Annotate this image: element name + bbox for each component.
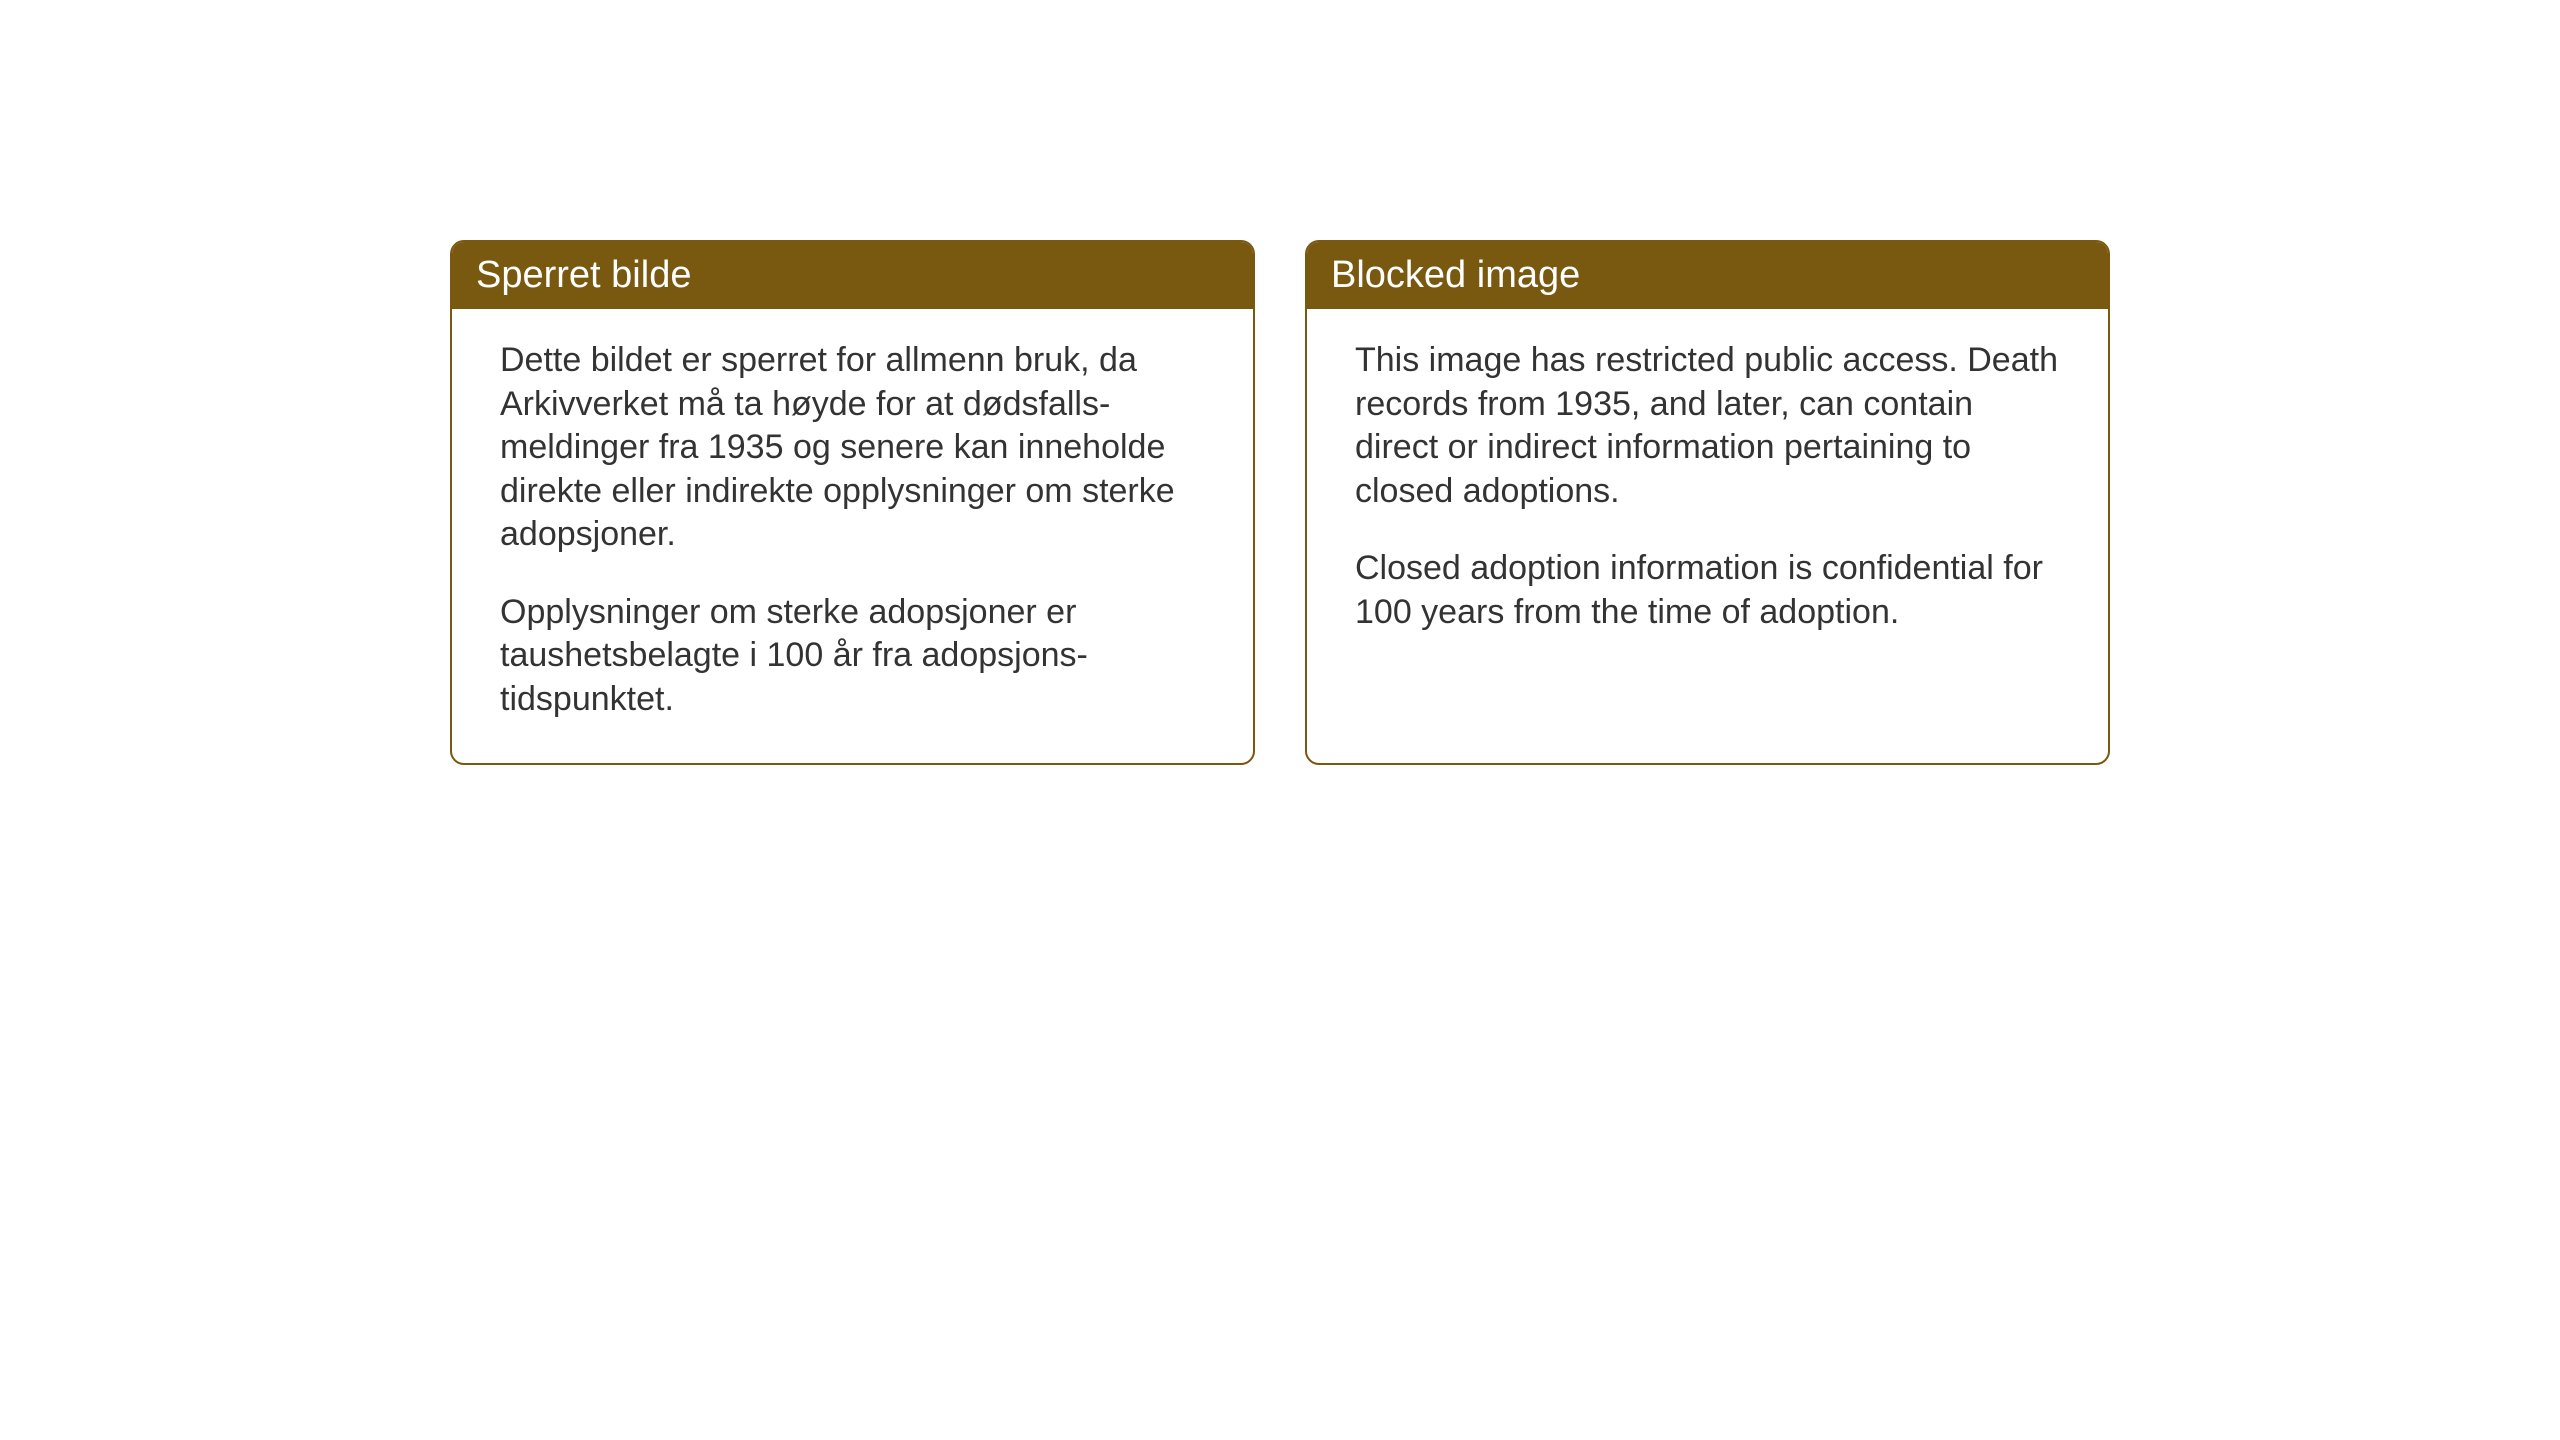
norwegian-card-body: Dette bildet er sperret for allmenn bruk…	[452, 309, 1253, 763]
norwegian-paragraph-1: Dette bildet er sperret for allmenn bruk…	[500, 339, 1205, 557]
english-card-body: This image has restricted public access.…	[1307, 309, 2108, 676]
norwegian-paragraph-2: Opplysninger om sterke adopsjoner er tau…	[500, 591, 1205, 722]
english-card-title: Blocked image	[1331, 254, 1580, 296]
cards-container: Sperret bilde Dette bildet er sperret fo…	[450, 240, 2110, 765]
norwegian-card-header: Sperret bilde	[452, 242, 1253, 309]
norwegian-card: Sperret bilde Dette bildet er sperret fo…	[450, 240, 1255, 765]
norwegian-card-title: Sperret bilde	[476, 254, 691, 296]
english-card-header: Blocked image	[1307, 242, 2108, 309]
english-paragraph-2: Closed adoption information is confident…	[1355, 547, 2060, 634]
english-card: Blocked image This image has restricted …	[1305, 240, 2110, 765]
english-paragraph-1: This image has restricted public access.…	[1355, 339, 2060, 513]
